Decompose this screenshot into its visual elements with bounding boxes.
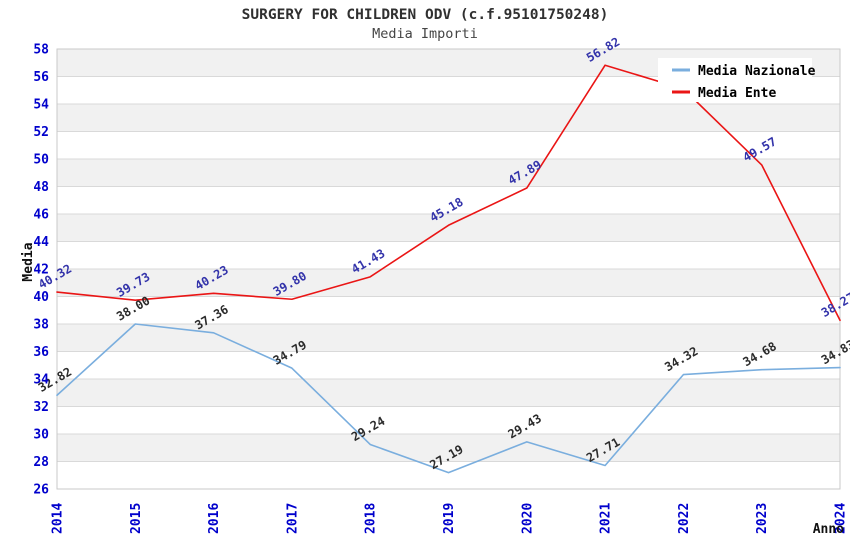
plot-band — [57, 379, 840, 407]
x-tick-label: 2014 — [51, 503, 66, 534]
y-tick-label: 54 — [33, 98, 49, 113]
legend: Media Nazionale Media Ente — [658, 58, 816, 102]
y-tick-label: 42 — [33, 263, 49, 278]
y-tick-label: 30 — [33, 428, 49, 443]
legend-entry-media-nazionale: Media Nazionale — [672, 64, 816, 79]
x-tick-label: 2024 — [834, 503, 849, 534]
y-tick-label: 28 — [33, 455, 49, 470]
y-tick-label: 36 — [33, 345, 49, 360]
y-tick-label: 46 — [33, 208, 49, 223]
y-tick-label: 52 — [33, 125, 49, 140]
series-line-media-ente — [56, 64, 841, 322]
x-axis-title: Anno — [813, 522, 844, 537]
plot-band — [57, 324, 840, 352]
series-line-media-nazionale — [56, 323, 841, 474]
y-tick-label: 34 — [33, 373, 49, 388]
legend-label-media-ente: Media Ente — [698, 86, 776, 101]
chart-title: SURGERY FOR CHILDREN ODV (c.f.9510175024… — [242, 7, 609, 23]
legend-label-media-nazionale: Media Nazionale — [698, 64, 816, 79]
plot-border-rect — [56, 48, 841, 490]
y-tick-label: 40 — [33, 290, 49, 305]
y-tick-label: 50 — [33, 153, 49, 168]
x-tick-label: 2020 — [520, 503, 535, 534]
x-tick-label: 2016 — [207, 503, 222, 534]
plot-band — [57, 104, 840, 132]
y-tick-label: 56 — [33, 70, 49, 85]
x-tick-label: 2018 — [364, 503, 379, 534]
plot-band — [57, 159, 840, 187]
chart-subtitle: Media Importi — [372, 26, 478, 42]
y-tick-label: 48 — [33, 180, 49, 195]
x-tick-label: 2019 — [442, 503, 457, 534]
plot-band — [57, 434, 840, 462]
y-tick-label: 26 — [33, 483, 49, 498]
y-tick-label: 38 — [33, 318, 49, 333]
y-tick-label: 58 — [33, 43, 49, 58]
x-tick-label: 2023 — [755, 503, 770, 534]
y-tick-label: 32 — [33, 400, 49, 415]
y-tick-label: 44 — [33, 235, 49, 250]
x-tick-label: 2021 — [599, 503, 614, 534]
axis-tick-labels: 26 28 30 32 34 36 38 40 42 44 46 48 50 52 54 56 58 2014 20… — [33, 43, 848, 535]
y-axis-title: Media — [21, 242, 36, 281]
series-lines — [56, 64, 841, 474]
legend-entry-media-ente: Media Ente — [672, 86, 776, 101]
plot-band — [57, 269, 840, 297]
legend-background — [658, 58, 812, 102]
plot-bands — [57, 49, 840, 462]
x-tick-label: 2017 — [285, 503, 300, 534]
x-tick-label: 2015 — [129, 503, 144, 534]
plot-border — [56, 48, 841, 490]
x-tick-label: 2022 — [677, 503, 692, 534]
plot-band — [57, 214, 840, 242]
